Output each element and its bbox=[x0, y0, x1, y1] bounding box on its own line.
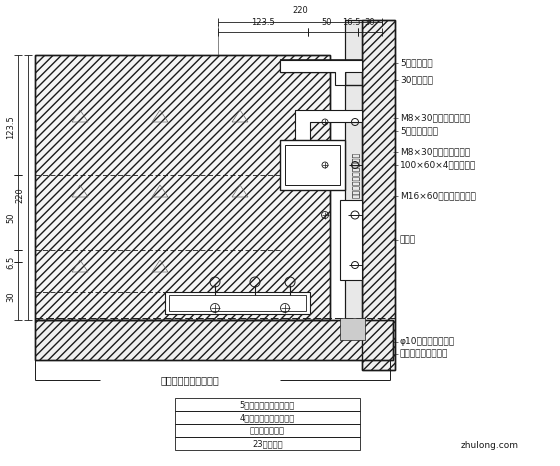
Polygon shape bbox=[295, 110, 362, 140]
Bar bbox=[280, 140, 345, 190]
Text: 5号角钢横梁: 5号角钢横梁 bbox=[400, 59, 433, 68]
Text: 30: 30 bbox=[365, 18, 375, 27]
Bar bbox=[362, 20, 395, 370]
Bar bbox=[175, 437, 360, 450]
Text: 100×60×4镀锌钢方管: 100×60×4镀锌钢方管 bbox=[400, 160, 476, 170]
Bar bbox=[35, 55, 330, 320]
Text: M8×30不锈钢对穿螺栓: M8×30不锈钢对穿螺栓 bbox=[400, 148, 470, 157]
Bar bbox=[169, 295, 306, 311]
Text: 50: 50 bbox=[321, 18, 332, 27]
Text: 123.5: 123.5 bbox=[251, 18, 275, 27]
Bar bbox=[345, 20, 362, 330]
Text: 6.5: 6.5 bbox=[7, 256, 16, 269]
Polygon shape bbox=[280, 60, 362, 85]
Bar bbox=[35, 320, 393, 360]
Text: 石材专用密封填缝胶: 石材专用密封填缝胶 bbox=[400, 350, 449, 358]
Bar bbox=[165, 292, 310, 314]
Bar bbox=[362, 20, 395, 370]
Text: M16×60不锈钢对穿螺栓: M16×60不锈钢对穿螺栓 bbox=[400, 192, 476, 200]
Bar bbox=[175, 424, 360, 437]
Text: 220: 220 bbox=[16, 187, 25, 203]
Polygon shape bbox=[340, 318, 365, 340]
Text: 5厚铝合金专用石材挂件: 5厚铝合金专用石材挂件 bbox=[240, 400, 295, 409]
Bar bbox=[175, 411, 360, 424]
Bar bbox=[345, 20, 362, 330]
Text: 30厚花岗石: 30厚花岗石 bbox=[400, 75, 433, 84]
Text: zhulong.com: zhulong.com bbox=[461, 440, 519, 450]
Text: 30: 30 bbox=[7, 291, 16, 302]
Text: 16.5: 16.5 bbox=[342, 18, 361, 27]
Bar bbox=[35, 55, 330, 320]
Text: 预埋件: 预埋件 bbox=[400, 235, 416, 245]
Text: 4厚铝合金专用石材挂件: 4厚铝合金专用石材挂件 bbox=[240, 413, 295, 422]
Bar bbox=[340, 200, 362, 280]
Text: 石材幕墙横向分格尺寸: 石材幕墙横向分格尺寸 bbox=[161, 375, 220, 385]
Text: 220: 220 bbox=[292, 6, 308, 15]
Text: φ10聚乙烯发泡垫杆: φ10聚乙烯发泡垫杆 bbox=[400, 337, 455, 347]
Bar bbox=[285, 145, 340, 185]
Text: 50: 50 bbox=[7, 212, 16, 223]
Text: 石材幕墙横向分格尺寸: 石材幕墙横向分格尺寸 bbox=[352, 152, 361, 198]
Text: 5号角钢连接件: 5号角钢连接件 bbox=[400, 126, 438, 136]
Bar bbox=[175, 398, 360, 411]
Text: M8×30不锈钢对穿螺栓: M8×30不锈钢对穿螺栓 bbox=[400, 114, 470, 123]
Text: 23厚花岗石: 23厚花岗石 bbox=[252, 439, 283, 448]
Text: 123.5: 123.5 bbox=[7, 115, 16, 139]
Text: 聚四氟乙烯隔片: 聚四氟乙烯隔片 bbox=[250, 426, 285, 435]
Bar bbox=[35, 320, 393, 360]
